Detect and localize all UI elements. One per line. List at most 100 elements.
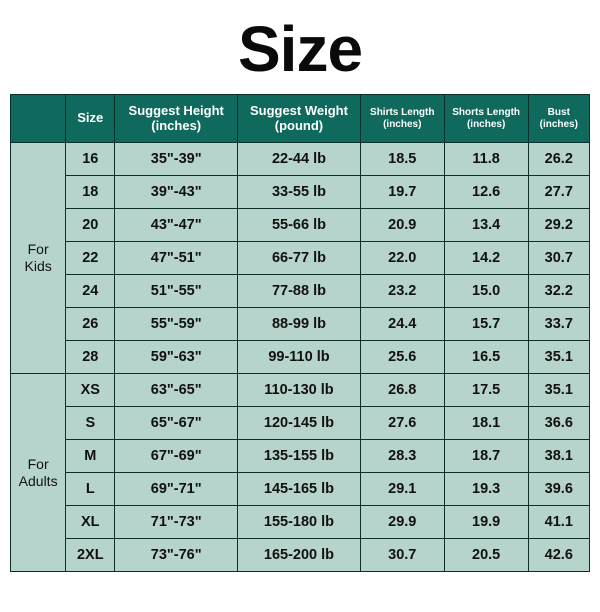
- cell: 39"-43": [115, 176, 238, 209]
- cell: 63"-65": [115, 374, 238, 407]
- cell: 29.1: [360, 473, 444, 506]
- cell: 99-110 lb: [238, 341, 361, 374]
- cell: 38.1: [528, 440, 589, 473]
- cell: 15.7: [444, 308, 528, 341]
- cell: 71"-73": [115, 506, 238, 539]
- cell: 145-165 lb: [238, 473, 361, 506]
- cell: 22.0: [360, 242, 444, 275]
- table-row: 2043"-47"55-66 lb20.913.429.2: [11, 209, 590, 242]
- cell: 88-99 lb: [238, 308, 361, 341]
- cell: 27.7: [528, 176, 589, 209]
- cell: 35.1: [528, 374, 589, 407]
- table-row: ForKids1635"-39"22-44 lb18.511.826.2: [11, 143, 590, 176]
- table-row: XL71"-73"155-180 lb29.919.941.1: [11, 506, 590, 539]
- table-row: L69"-71"145-165 lb29.119.339.6: [11, 473, 590, 506]
- cell: 23.2: [360, 275, 444, 308]
- cell: 26.2: [528, 143, 589, 176]
- cell: 19.3: [444, 473, 528, 506]
- group-label-0: ForKids: [11, 143, 66, 374]
- table-row: ForAdultsXS63"-65"110-130 lb26.817.535.1: [11, 374, 590, 407]
- cell: 19.7: [360, 176, 444, 209]
- cell: 35.1: [528, 341, 589, 374]
- cell: 26.8: [360, 374, 444, 407]
- cell: 51"-55": [115, 275, 238, 308]
- cell: 24.4: [360, 308, 444, 341]
- cell: M: [66, 440, 115, 473]
- cell: 67"-69": [115, 440, 238, 473]
- cell: 20.5: [444, 539, 528, 572]
- cell: 20.9: [360, 209, 444, 242]
- cell: 11.8: [444, 143, 528, 176]
- cell: 24: [66, 275, 115, 308]
- cell: 59"-63": [115, 341, 238, 374]
- cell: 39.6: [528, 473, 589, 506]
- cell: 25.6: [360, 341, 444, 374]
- cell: 77-88 lb: [238, 275, 361, 308]
- table-row: 1839"-43"33-55 lb19.712.627.7: [11, 176, 590, 209]
- cell: 15.0: [444, 275, 528, 308]
- cell: 17.5: [444, 374, 528, 407]
- page-title: Size: [0, 12, 600, 86]
- cell: 66-77 lb: [238, 242, 361, 275]
- cell: 155-180 lb: [238, 506, 361, 539]
- cell: 16: [66, 143, 115, 176]
- cell: 18.1: [444, 407, 528, 440]
- cell: 110-130 lb: [238, 374, 361, 407]
- cell: 65"-67": [115, 407, 238, 440]
- cell: 2XL: [66, 539, 115, 572]
- cell: 55"-59": [115, 308, 238, 341]
- col-header-0: [11, 95, 66, 143]
- col-header-3: Suggest Weight(pound): [238, 95, 361, 143]
- cell: 20: [66, 209, 115, 242]
- cell: 135-155 lb: [238, 440, 361, 473]
- cell: 55-66 lb: [238, 209, 361, 242]
- cell: 28.3: [360, 440, 444, 473]
- cell: S: [66, 407, 115, 440]
- table-row: 2XL73"-76"165-200 lb30.720.542.6: [11, 539, 590, 572]
- cell: 19.9: [444, 506, 528, 539]
- cell: 18: [66, 176, 115, 209]
- cell: 73"-76": [115, 539, 238, 572]
- group-label-1: ForAdults: [11, 374, 66, 572]
- cell: 26: [66, 308, 115, 341]
- cell: 35"-39": [115, 143, 238, 176]
- table-row: M67"-69"135-155 lb28.318.738.1: [11, 440, 590, 473]
- cell: 29.2: [528, 209, 589, 242]
- cell: 12.6: [444, 176, 528, 209]
- cell: 32.2: [528, 275, 589, 308]
- cell: 69"-71": [115, 473, 238, 506]
- cell: 43"-47": [115, 209, 238, 242]
- table-row: 2859"-63"99-110 lb25.616.535.1: [11, 341, 590, 374]
- cell: 47"-51": [115, 242, 238, 275]
- cell: 120-145 lb: [238, 407, 361, 440]
- cell: 30.7: [360, 539, 444, 572]
- size-chart-table: SizeSuggest Height(inches)Suggest Weight…: [10, 94, 590, 572]
- table-row: 2655"-59"88-99 lb24.415.733.7: [11, 308, 590, 341]
- cell: 41.1: [528, 506, 589, 539]
- col-header-5: Shorts Length(inches): [444, 95, 528, 143]
- col-header-4: Shirts Length(inches): [360, 95, 444, 143]
- cell: 42.6: [528, 539, 589, 572]
- table-row: 2247"-51"66-77 lb22.014.230.7: [11, 242, 590, 275]
- col-header-6: Bust(inches): [528, 95, 589, 143]
- cell: 30.7: [528, 242, 589, 275]
- cell: 18.5: [360, 143, 444, 176]
- cell: 22: [66, 242, 115, 275]
- col-header-1: Size: [66, 95, 115, 143]
- cell: 29.9: [360, 506, 444, 539]
- cell: 16.5: [444, 341, 528, 374]
- cell: 18.7: [444, 440, 528, 473]
- cell: 165-200 lb: [238, 539, 361, 572]
- cell: XS: [66, 374, 115, 407]
- table-row: 2451"-55"77-88 lb23.215.032.2: [11, 275, 590, 308]
- cell: XL: [66, 506, 115, 539]
- cell: 33.7: [528, 308, 589, 341]
- cell: 14.2: [444, 242, 528, 275]
- cell: 27.6: [360, 407, 444, 440]
- cell: 33-55 lb: [238, 176, 361, 209]
- cell: 36.6: [528, 407, 589, 440]
- cell: 28: [66, 341, 115, 374]
- cell: 13.4: [444, 209, 528, 242]
- table-row: S65"-67"120-145 lb27.618.136.6: [11, 407, 590, 440]
- col-header-2: Suggest Height(inches): [115, 95, 238, 143]
